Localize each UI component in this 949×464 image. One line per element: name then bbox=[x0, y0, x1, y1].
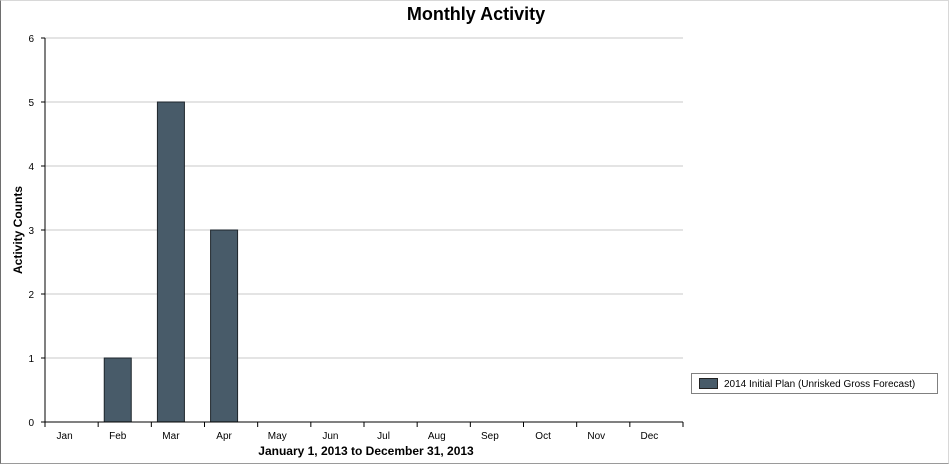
x-tick-label: Dec bbox=[641, 431, 659, 442]
x-tick-label: Apr bbox=[216, 431, 232, 442]
legend: 2014 Initial Plan (Unrisked Gross Foreca… bbox=[691, 373, 938, 394]
x-tick-label: Jan bbox=[57, 431, 73, 442]
x-tick-label: Mar bbox=[162, 431, 180, 442]
y-tick-label: 3 bbox=[28, 226, 34, 237]
x-tick-label: Sep bbox=[481, 431, 499, 442]
x-tick-label: May bbox=[268, 431, 287, 442]
x-tick-label: Aug bbox=[428, 431, 446, 442]
legend-swatch bbox=[699, 378, 718, 389]
bar-feb bbox=[103, 357, 132, 423]
bar-apr bbox=[210, 229, 239, 423]
y-tick-label: 4 bbox=[28, 162, 34, 173]
x-tick-label: Nov bbox=[587, 431, 605, 442]
x-tick-labels: Jan Feb Mar Apr May Jun Jul Aug Sep Oct Nov Dec bbox=[57, 431, 659, 442]
gridlines bbox=[41, 37, 683, 423]
axes bbox=[44, 38, 684, 427]
legend-box bbox=[691, 373, 938, 394]
y-axis-title: Activity Counts bbox=[11, 186, 25, 274]
x-tick-label: Oct bbox=[535, 431, 551, 442]
x-tick-label: Jun bbox=[322, 431, 338, 442]
y-tick-label: 5 bbox=[28, 98, 34, 109]
bars bbox=[103, 101, 239, 423]
y-tick-label: 2 bbox=[28, 290, 34, 301]
y-tick-label: 6 bbox=[28, 34, 34, 45]
y-tick-labels: 0 1 2 3 4 5 6 bbox=[28, 34, 34, 429]
x-axis-title: January 1, 2013 to December 31, 2013 bbox=[258, 444, 474, 458]
bar-mar bbox=[156, 101, 185, 423]
x-tick-label: Feb bbox=[109, 431, 127, 442]
chart-title: Monthly Activity bbox=[407, 4, 545, 24]
x-tick-label: Jul bbox=[377, 431, 390, 442]
legend-label: 2014 Initial Plan (Unrisked Gross Foreca… bbox=[724, 379, 915, 390]
y-tick-label: 1 bbox=[28, 354, 34, 365]
y-tick-label: 0 bbox=[28, 418, 34, 429]
